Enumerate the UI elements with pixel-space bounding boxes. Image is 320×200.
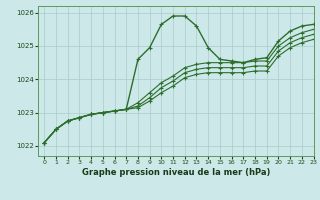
X-axis label: Graphe pression niveau de la mer (hPa): Graphe pression niveau de la mer (hPa) [82, 168, 270, 177]
